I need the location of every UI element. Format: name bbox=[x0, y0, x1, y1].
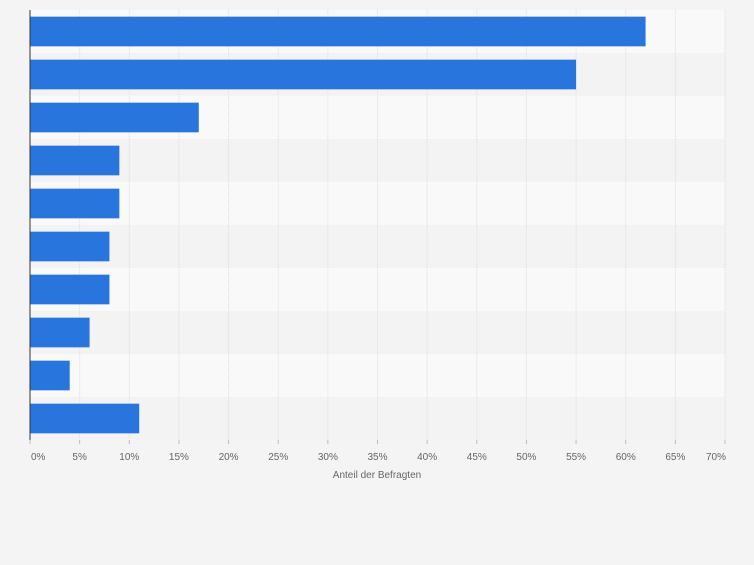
x-axis-title: Anteil der Befragten bbox=[333, 470, 421, 481]
grid-lines bbox=[79, 10, 726, 440]
x-tick-label-6: 30% bbox=[318, 452, 338, 463]
bars bbox=[30, 16, 646, 434]
row-band-5 bbox=[30, 182, 725, 225]
bar-6[interactable] bbox=[30, 231, 110, 262]
x-tick-label-14: 70% bbox=[706, 452, 726, 463]
x-tick-label-13: 65% bbox=[665, 452, 685, 463]
bar-8[interactable] bbox=[30, 317, 90, 348]
bar-10[interactable] bbox=[30, 403, 140, 434]
bar-3[interactable] bbox=[30, 102, 199, 133]
bar-9[interactable] bbox=[30, 360, 70, 391]
x-tick-label-3: 15% bbox=[169, 452, 189, 463]
x-tick-label-0: 0% bbox=[31, 452, 46, 463]
x-tick-label-8: 40% bbox=[417, 452, 437, 463]
row-band-9 bbox=[30, 354, 725, 397]
x-tick-label-9: 45% bbox=[467, 452, 487, 463]
bar-7[interactable] bbox=[30, 274, 110, 305]
bar-5[interactable] bbox=[30, 188, 120, 219]
x-tick-label-4: 20% bbox=[219, 452, 239, 463]
x-tick-label-7: 35% bbox=[367, 452, 387, 463]
x-tick-label-5: 25% bbox=[268, 452, 288, 463]
x-tick-label-11: 55% bbox=[566, 452, 586, 463]
x-tick-label-10: 50% bbox=[516, 452, 536, 463]
bar-4[interactable] bbox=[30, 145, 120, 176]
bar-2[interactable] bbox=[30, 59, 577, 90]
row-band-7 bbox=[30, 268, 725, 311]
x-tick-label-2: 10% bbox=[119, 452, 139, 463]
x-tick-label-1: 5% bbox=[72, 452, 87, 463]
x-tick-labels: 0% 5% 10% 15% 20% 25% 30% 35% 40% 45% 50% 55% 60% 65%… bbox=[29, 440, 726, 463]
bar-1[interactable] bbox=[30, 16, 646, 47]
x-tick-label-12: 60% bbox=[616, 452, 636, 463]
